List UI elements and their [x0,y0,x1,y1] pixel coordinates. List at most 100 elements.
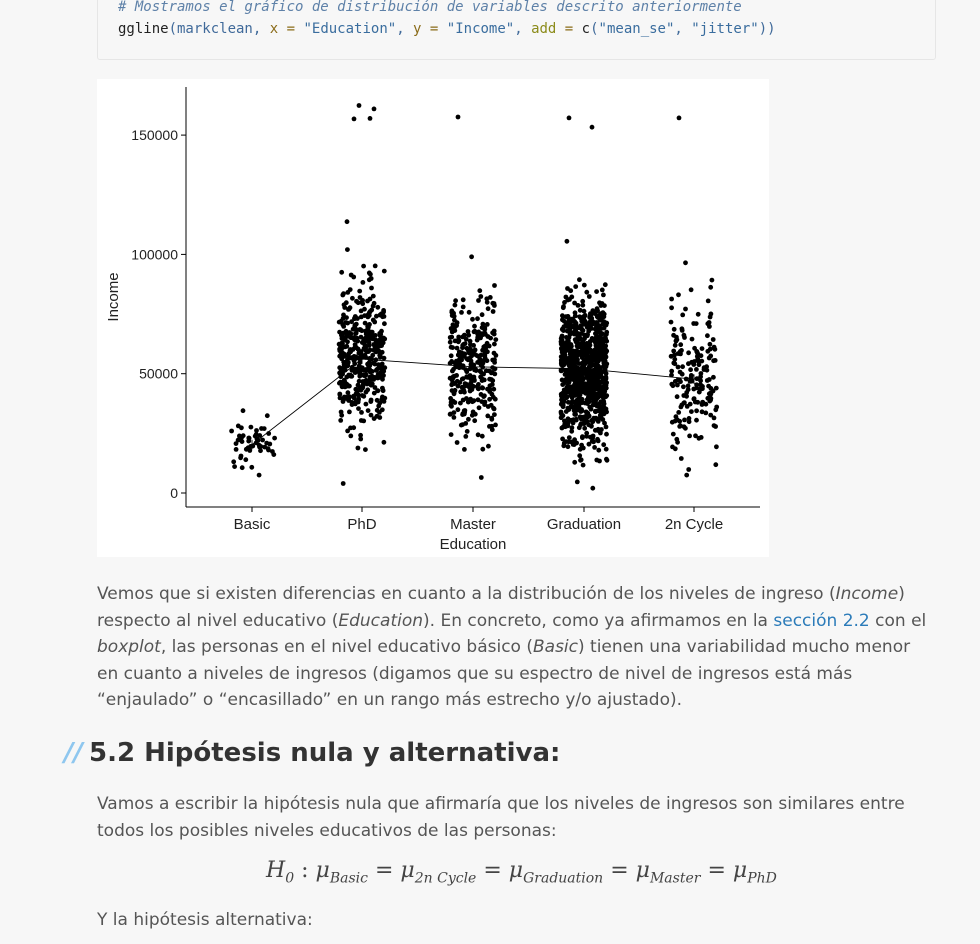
y-tick-label: 100000 [131,246,178,262]
data-point [352,345,358,350]
data-point [338,418,344,423]
data-point [694,367,699,372]
data-point [703,410,709,416]
data-point [492,357,497,363]
data-point [480,446,486,452]
data-point [699,358,705,364]
data-point [689,409,694,414]
data-point [572,437,577,443]
data-point [574,325,580,330]
data-point [348,335,354,340]
data-point [466,416,471,422]
data-point [577,277,582,283]
formula-mu: μ [315,858,330,883]
data-point [366,270,372,276]
data-point [374,313,379,319]
data-point [598,326,604,331]
data-point [347,287,353,292]
data-point [576,395,582,401]
data-point [573,284,579,289]
data-point [459,376,465,382]
data-point [706,377,712,382]
data-point [256,472,262,478]
data-point [672,379,678,384]
data-point [602,337,608,342]
data-point [595,419,601,424]
data-point [356,392,361,398]
data-point [238,453,244,459]
data-point [699,346,705,351]
data-point [486,343,492,349]
outlier-point [367,116,373,121]
data-point [579,414,585,420]
data-point [575,331,581,336]
data-point [371,377,377,382]
data-point [490,309,496,314]
data-point [257,433,263,438]
data-point [359,410,364,415]
data-point [590,377,595,382]
data-point [686,416,692,421]
data-point [577,453,583,459]
data-point [581,314,586,319]
data-point [478,475,484,480]
x-tick-label: Master [450,516,496,533]
data-point [368,412,374,418]
data-point [471,329,477,335]
data-point [449,309,455,315]
data-point [468,342,473,347]
data-point [674,394,680,400]
data-point [493,422,498,428]
data-point [601,442,607,448]
data-point [359,340,365,345]
data-point [447,339,453,345]
data-point [458,389,464,395]
data-point [377,337,383,343]
data-point [679,326,685,332]
data-point [561,440,567,446]
data-point [463,336,469,342]
data-point [464,374,470,380]
data-point [368,399,374,404]
data-point [353,386,359,392]
data-point [479,312,485,318]
data-point [364,381,370,387]
data-point [378,312,383,318]
data-point [581,282,587,288]
data-point [562,351,567,357]
data-point [347,409,352,415]
data-point [348,433,354,439]
code-comment: # Mostramos el gráfico de distribución d… [118,0,742,15]
data-point [699,402,705,407]
data-point [448,399,454,405]
section-link[interactable]: sección 2.2 [773,610,870,631]
data-point [675,382,680,388]
data-point [670,431,676,437]
data-point [369,285,374,291]
data-point [573,416,579,422]
data-point [669,305,674,311]
data-point [694,417,699,423]
data-point [371,347,377,353]
data-point [481,371,486,377]
data-point [472,418,478,424]
data-point [559,333,565,339]
outlier-point [566,115,572,121]
data-point [447,335,453,340]
data-point [586,422,592,428]
data-point [560,436,565,442]
data-point [477,368,483,374]
data-point [582,336,587,341]
data-point [476,329,481,335]
data-point [451,410,457,415]
data-point [348,272,354,278]
data-point [266,447,271,453]
data-point [708,311,714,317]
data-point [449,403,454,409]
data-point [366,313,372,318]
data-point [560,305,566,311]
data-point [686,350,691,356]
data-point [482,343,488,349]
data-point [671,332,676,338]
data-point [345,247,350,253]
